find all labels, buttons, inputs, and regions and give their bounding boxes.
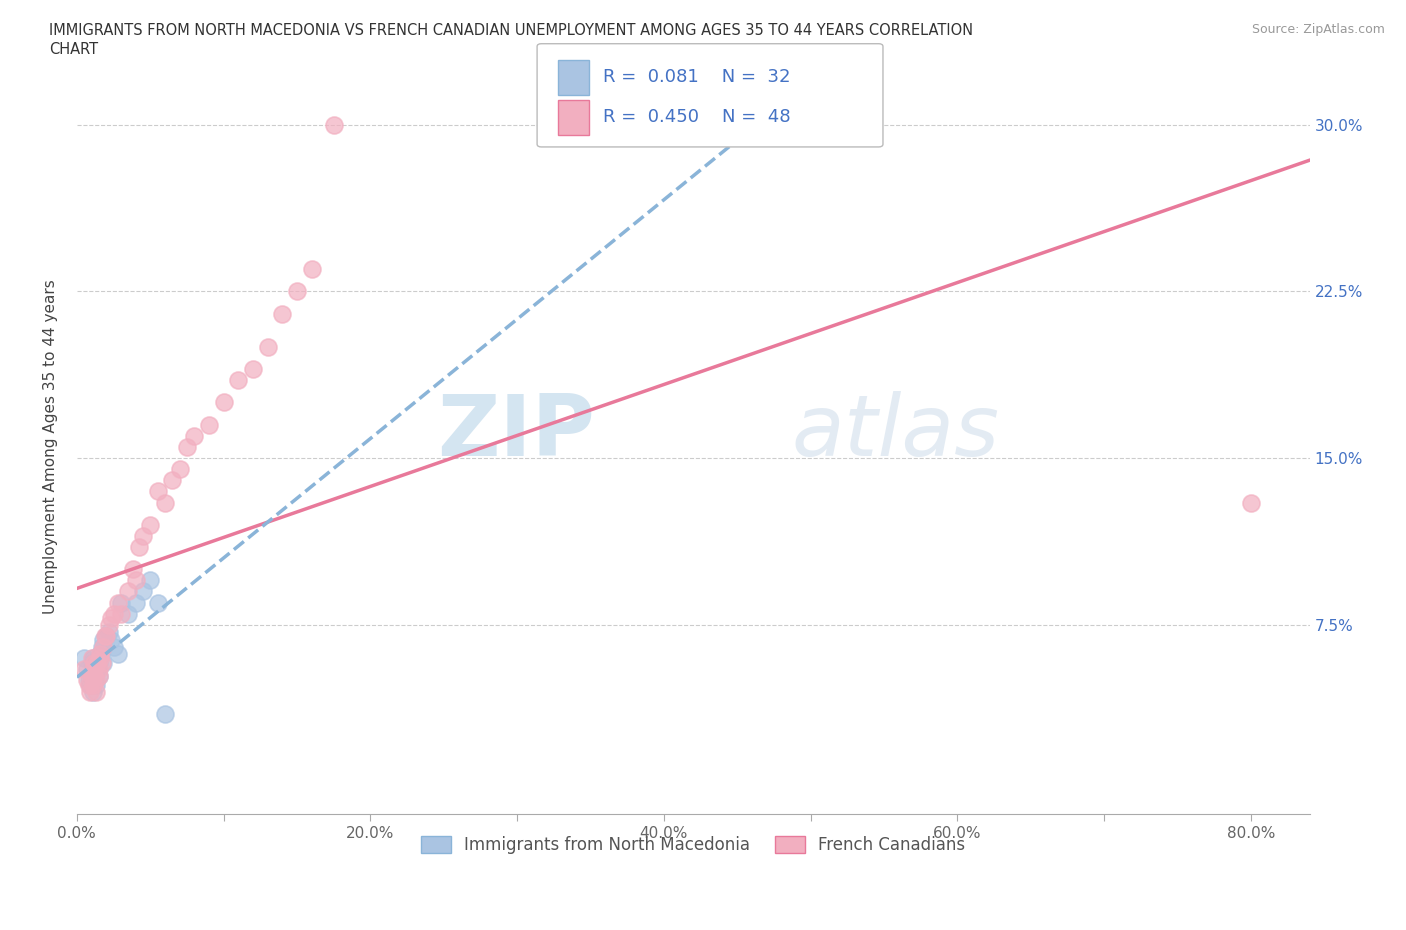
Point [84, 673, 107, 688]
Point [96, 629, 118, 644]
Point [87, 669, 110, 684]
Point [183, 429, 205, 444]
Point [169, 462, 191, 477]
Point [100, 611, 122, 626]
Point [226, 373, 249, 388]
Point [76, 673, 98, 688]
Point [83, 669, 105, 684]
Point [153, 706, 176, 721]
Point [89, 651, 111, 666]
Text: R =  0.081    N =  32: R = 0.081 N = 32 [603, 68, 790, 86]
Point [82, 651, 104, 666]
Point [87, 669, 110, 684]
Point [82, 677, 104, 692]
Point [89, 646, 111, 661]
Point [212, 395, 235, 410]
Point [84, 677, 107, 692]
Point [107, 646, 129, 661]
Point [82, 662, 104, 677]
Point [162, 472, 184, 487]
Point [103, 606, 125, 621]
Point [91, 640, 114, 655]
Text: IMMIGRANTS FROM NORTH MACEDONIA VS FRENCH CANADIAN UNEMPLOYMENT AMONG AGES 35 TO: IMMIGRANTS FROM NORTH MACEDONIA VS FRENC… [49, 23, 973, 38]
Point [80, 669, 103, 684]
Point [80, 669, 103, 684]
Text: atlas: atlas [792, 391, 1000, 473]
Point [90, 656, 112, 671]
Point [242, 362, 264, 377]
Point [285, 284, 308, 299]
Point [117, 606, 139, 621]
Point [80, 651, 103, 666]
Point [132, 584, 155, 599]
Point [103, 640, 125, 655]
Point [86, 662, 108, 677]
Y-axis label: Unemployment Among Ages 35 to 44 years: Unemployment Among Ages 35 to 44 years [44, 280, 58, 615]
Point [146, 595, 169, 610]
Text: R =  0.450    N =  48: R = 0.450 N = 48 [603, 108, 790, 126]
Point [124, 595, 146, 610]
Point [84, 684, 107, 699]
Point [198, 418, 221, 432]
Point [128, 539, 150, 554]
Point [80, 656, 103, 671]
Point [98, 618, 121, 632]
Point [82, 684, 104, 699]
Text: CHART: CHART [49, 42, 98, 57]
Point [83, 669, 105, 684]
Point [100, 633, 122, 648]
Point [79, 684, 101, 699]
Legend: Immigrants from North Macedonia, French Canadians: Immigrants from North Macedonia, French … [415, 829, 973, 860]
Point [94, 629, 117, 644]
Point [322, 117, 344, 132]
Text: ZIP: ZIP [437, 391, 595, 473]
Point [83, 656, 105, 671]
Point [77, 673, 100, 688]
Point [91, 656, 114, 671]
Point [124, 573, 146, 588]
Point [79, 677, 101, 692]
Point [271, 306, 294, 321]
Point [1240, 495, 1263, 510]
Point [89, 651, 111, 666]
Point [86, 656, 108, 671]
Point [73, 651, 96, 666]
Point [139, 573, 162, 588]
Point [91, 633, 114, 648]
Point [176, 440, 198, 455]
Text: Source: ZipAtlas.com: Source: ZipAtlas.com [1251, 23, 1385, 36]
Point [76, 662, 98, 677]
Point [96, 629, 118, 644]
Point [87, 656, 110, 671]
Point [90, 640, 112, 655]
Point [153, 495, 176, 510]
Point [110, 595, 132, 610]
Point [121, 562, 143, 577]
Point [110, 606, 132, 621]
Point [73, 662, 96, 677]
Point [117, 584, 139, 599]
Point [107, 595, 129, 610]
Point [98, 624, 121, 639]
Point [301, 261, 323, 276]
Point [256, 339, 278, 354]
Point [87, 662, 110, 677]
Point [139, 517, 162, 532]
Point [132, 528, 155, 543]
Point [146, 484, 169, 498]
Point [77, 677, 100, 692]
Point [84, 656, 107, 671]
Point [83, 662, 105, 677]
Point [89, 646, 111, 661]
